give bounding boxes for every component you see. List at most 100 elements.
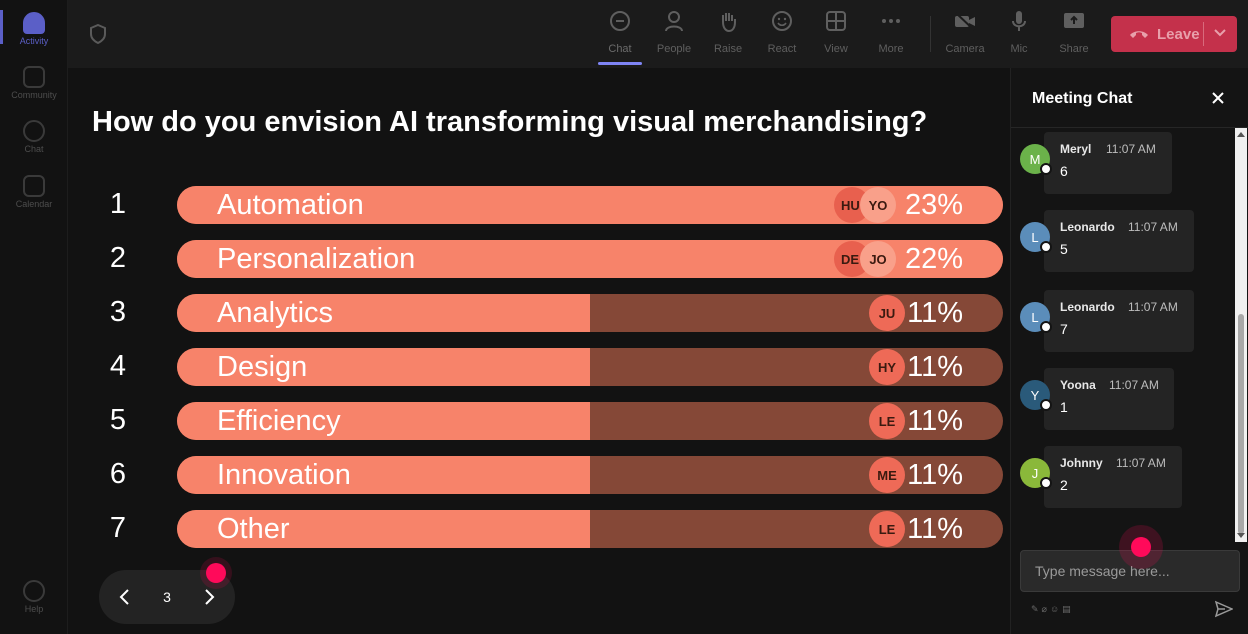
chevron-right-icon[interactable] xyxy=(199,587,219,607)
option-percentage: 11% xyxy=(907,297,963,329)
chat-format-tools[interactable]: ✎⌀☺▤ xyxy=(1031,604,1074,615)
community-icon xyxy=(23,66,45,88)
toolbar-divider xyxy=(930,16,931,52)
status-icon xyxy=(1040,241,1052,253)
chat-panel-title: Meeting Chat xyxy=(1032,90,1133,107)
scrollbar-thumb[interactable] xyxy=(1238,314,1244,534)
shield-icon[interactable] xyxy=(90,24,106,44)
option-number: 1 xyxy=(109,188,127,220)
cursor-indicator xyxy=(1119,525,1163,569)
chat-message-input[interactable] xyxy=(1020,550,1240,592)
voter-avatar: LE xyxy=(869,511,905,547)
option-bar: Other LE 11% xyxy=(177,510,1003,548)
mic-button-label: Mic xyxy=(1010,43,1028,55)
mic-icon xyxy=(1012,11,1026,31)
chat-header-divider xyxy=(1011,127,1248,128)
rail-active-indicator xyxy=(0,10,3,44)
rail-item-label: Activity xyxy=(19,36,49,46)
chat-scrollbar[interactable] xyxy=(1235,128,1247,542)
send-icon[interactable] xyxy=(1215,600,1233,618)
format-icon[interactable]: ✎ xyxy=(1031,604,1042,614)
message-sender: Yoona xyxy=(1060,378,1096,392)
rail-item-calendar[interactable]: Calendar xyxy=(0,175,68,209)
people-button[interactable]: People xyxy=(648,10,700,55)
mic-button[interactable]: Mic xyxy=(993,10,1045,55)
chevron-left-icon[interactable] xyxy=(115,587,135,607)
poll-question: How do you envision AI transforming visu… xyxy=(92,106,928,138)
avatar-initial: L xyxy=(1031,229,1039,245)
close-icon[interactable] xyxy=(1210,90,1226,106)
chat-icon xyxy=(23,120,45,142)
voter-avatar: LE xyxy=(869,403,905,439)
emoji-icon[interactable]: ☺ xyxy=(1049,604,1063,614)
message-time: 11:07 AM xyxy=(1128,300,1178,314)
option-percentage: 11% xyxy=(907,513,963,545)
view-button[interactable]: View xyxy=(810,10,862,55)
hang-up-icon xyxy=(1130,31,1148,38)
react-button[interactable]: React xyxy=(756,10,808,55)
more-button-label: More xyxy=(878,43,904,55)
option-number: 4 xyxy=(109,350,127,382)
option-percentage: 11% xyxy=(907,405,963,437)
option-percentage: 23% xyxy=(904,189,963,221)
option-label: Personalization xyxy=(217,243,416,275)
avatar[interactable]: L xyxy=(1020,222,1052,253)
avatar-initial: L xyxy=(1031,309,1039,325)
message-sender: Leonardo xyxy=(1060,220,1115,234)
camera-button-label: Camera xyxy=(945,43,985,55)
attach-icon[interactable]: ⌀ xyxy=(1041,604,1050,614)
chat-message: Leonardo 11:07 AM 5 xyxy=(1044,210,1194,272)
rail-item-chat[interactable]: Chat xyxy=(0,120,68,154)
share-button[interactable]: Share xyxy=(1048,10,1100,55)
chat-message: Johnny 11:07 AM 2 xyxy=(1044,446,1182,508)
raise-hand-button[interactable]: Raise xyxy=(702,10,754,55)
rail-item-label: Chat xyxy=(24,144,44,154)
calendar-icon xyxy=(23,175,45,197)
view-button-label: View xyxy=(824,43,848,55)
option-label: Design xyxy=(217,351,308,383)
message-time: 11:07 AM xyxy=(1106,142,1156,156)
chat-message: Meryl 11:07 AM 6 xyxy=(1044,132,1172,194)
option-label: Automation xyxy=(217,189,364,221)
option-label: Other xyxy=(217,513,290,545)
avatar-initial: J xyxy=(1031,465,1039,481)
poll-option-row: 3 Analytics JU 11% xyxy=(68,292,1010,332)
camera-button[interactable]: Camera xyxy=(939,10,991,55)
smiley-icon xyxy=(772,11,792,31)
poll-option-row: 2 Personalization DE JO 22% xyxy=(68,238,1010,278)
option-number: 3 xyxy=(109,296,127,328)
chevron-down-icon[interactable] xyxy=(1213,28,1227,38)
chat-button-label: Chat xyxy=(608,43,632,55)
poll-option-row: 7 Other LE 11% xyxy=(68,508,1010,548)
rail-item-label: Help xyxy=(24,604,44,614)
leave-button[interactable]: Leave xyxy=(1111,16,1237,52)
scroll-down-arrow-icon[interactable] xyxy=(1237,533,1245,538)
poll-results-panel: How do you envision AI transforming visu… xyxy=(68,68,1010,634)
people-button-label: People xyxy=(656,43,692,55)
rail-item-label: Calendar xyxy=(15,199,53,209)
message-sender: Leonardo xyxy=(1060,300,1115,314)
chat-message: Leonardo 11:07 AM 7 xyxy=(1044,290,1194,352)
option-bar: Automation HU YO 23% xyxy=(177,186,1003,224)
poll-option-row: 5 Efficiency LE 11% xyxy=(68,400,1010,440)
more-dots-icon xyxy=(882,19,900,23)
voter-avatar: YO xyxy=(860,187,896,223)
more-button[interactable]: More xyxy=(865,10,917,55)
option-bar: Analytics JU 11% xyxy=(177,294,1003,332)
gif-icon[interactable]: ▤ xyxy=(1062,604,1074,614)
avatar[interactable]: J xyxy=(1020,458,1052,489)
active-tab-indicator xyxy=(598,62,642,65)
voter-avatar: ME xyxy=(869,457,905,493)
avatar[interactable]: Y xyxy=(1020,380,1052,411)
people-icon xyxy=(665,11,683,32)
avatar[interactable]: L xyxy=(1020,302,1052,333)
rail-item-community[interactable]: Community xyxy=(0,66,68,100)
rail-item-activity[interactable]: Activity xyxy=(0,12,68,46)
chat-button[interactable]: Chat xyxy=(594,10,646,55)
leave-button-divider xyxy=(1203,22,1204,46)
option-label: Innovation xyxy=(217,459,351,491)
avatar[interactable]: M xyxy=(1020,144,1052,175)
scroll-up-arrow-icon[interactable] xyxy=(1237,132,1245,137)
rail-item-help[interactable]: Help xyxy=(0,580,68,614)
option-bar: Efficiency LE 11% xyxy=(177,402,1003,440)
